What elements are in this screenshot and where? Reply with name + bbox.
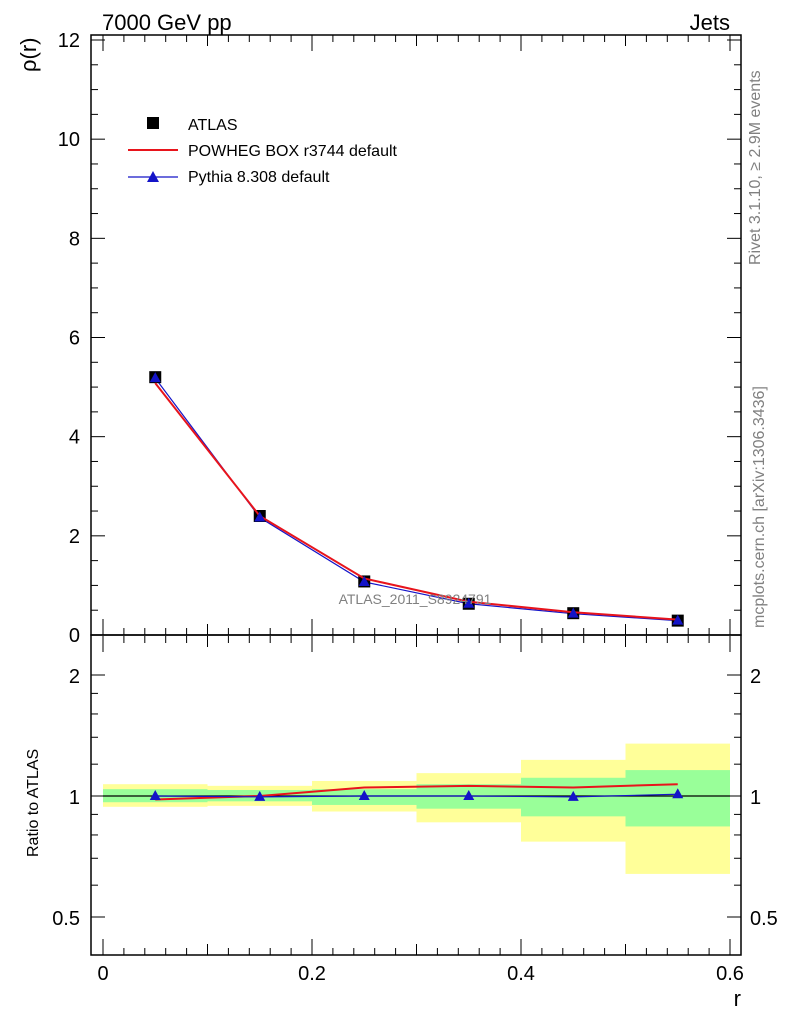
main-pythia-point — [463, 597, 475, 608]
legend-atlas-marker — [147, 117, 159, 129]
rivet-label: Rivet 3.1.10, ≥ 2.9M events — [747, 70, 764, 265]
analysis-watermark: ATLAS_2011_S8924791 — [339, 591, 492, 607]
main-pythia-point — [254, 511, 266, 522]
ratio-y-axis-label: Ratio to ATLAS — [25, 749, 42, 857]
main-plot-area — [149, 371, 684, 627]
main-y-tick-label: 2 — [69, 526, 80, 548]
ratio-y-tick-label: 1 — [69, 787, 80, 809]
main-y-tick-label: 12 — [58, 30, 80, 52]
header-process-label: Jets — [690, 10, 730, 35]
ratio-x-tick-label: 0.2 — [298, 963, 326, 985]
main-y-tick-label: 8 — [69, 228, 80, 250]
main-y-tick-label: 4 — [69, 427, 80, 449]
ratio-pythia-point — [463, 790, 475, 800]
main-pythia-line — [154, 377, 678, 622]
ratio-band-green — [625, 770, 730, 827]
ratio-y-tick-label: 0.5 — [52, 908, 80, 930]
legend-pythia-label: Pythia 8.308 default — [188, 169, 330, 186]
ratio-x-tick-label: 0.4 — [507, 963, 535, 985]
ratio-y-tick-label-right: 1 — [750, 787, 761, 809]
main-y-tick-label: 6 — [69, 328, 80, 350]
ratio-y-tick-label: 2 — [69, 666, 80, 688]
ratio-pythia-point — [358, 790, 370, 800]
main-axes: 0 2 4 6 8 10 12 — [58, 30, 741, 647]
main-y-axis-label: ρ(r) — [16, 38, 41, 73]
mcplots-label: mcplots.cern.ch [arXiv:1306.3436] — [751, 386, 768, 628]
main-pythia-point — [672, 614, 684, 625]
legend: ATLAS POWHEG BOX r3744 default Pythia 8.… — [128, 117, 398, 186]
ratio-pythia-point — [672, 788, 684, 799]
ratio-x-tick-label: 0.6 — [716, 963, 744, 985]
ratio-x-tick-label: 0 — [97, 963, 108, 985]
ratio-pythia-point — [567, 790, 579, 801]
ratio-uncertainty-bands — [103, 743, 730, 874]
x-axis-label: r — [734, 986, 741, 1011]
main-panel: ATLAS_2011_S8924791 0 2 4 6 8 10 12 ρ(r) ATLAS… — [16, 30, 742, 647]
main-y-tick-label: 0 — [69, 625, 80, 647]
ratio-pythia-point — [254, 790, 266, 801]
legend-pythia-marker — [147, 171, 159, 182]
ratio-axes: 0 0.2 0.4 0.6 0.5 0.5 1 1 2 2 — [52, 636, 778, 985]
ratio-y-tick-label-right: 0.5 — [750, 908, 778, 930]
main-pythia-point — [149, 372, 161, 383]
ratio-plot-area — [103, 783, 730, 801]
legend-powheg-label: POWHEG BOX r3744 default — [188, 143, 398, 160]
header-energy-label: 7000 GeV pp — [102, 10, 232, 35]
ratio-pythia-point — [149, 790, 161, 800]
ratio-y-tick-label-right: 2 — [750, 666, 761, 688]
ratio-pythia-line — [155, 793, 678, 798]
main-powheg-line — [154, 382, 678, 621]
legend-atlas-label: ATLAS — [188, 117, 238, 134]
main-y-tick-label: 10 — [58, 129, 80, 151]
ratio-panel: 0 0.2 0.4 0.6 0.5 0.5 1 1 2 2 Ratio to ATLAS r — [25, 634, 778, 1011]
main-pythia-point — [358, 575, 370, 586]
main-pythia-point — [567, 607, 579, 618]
